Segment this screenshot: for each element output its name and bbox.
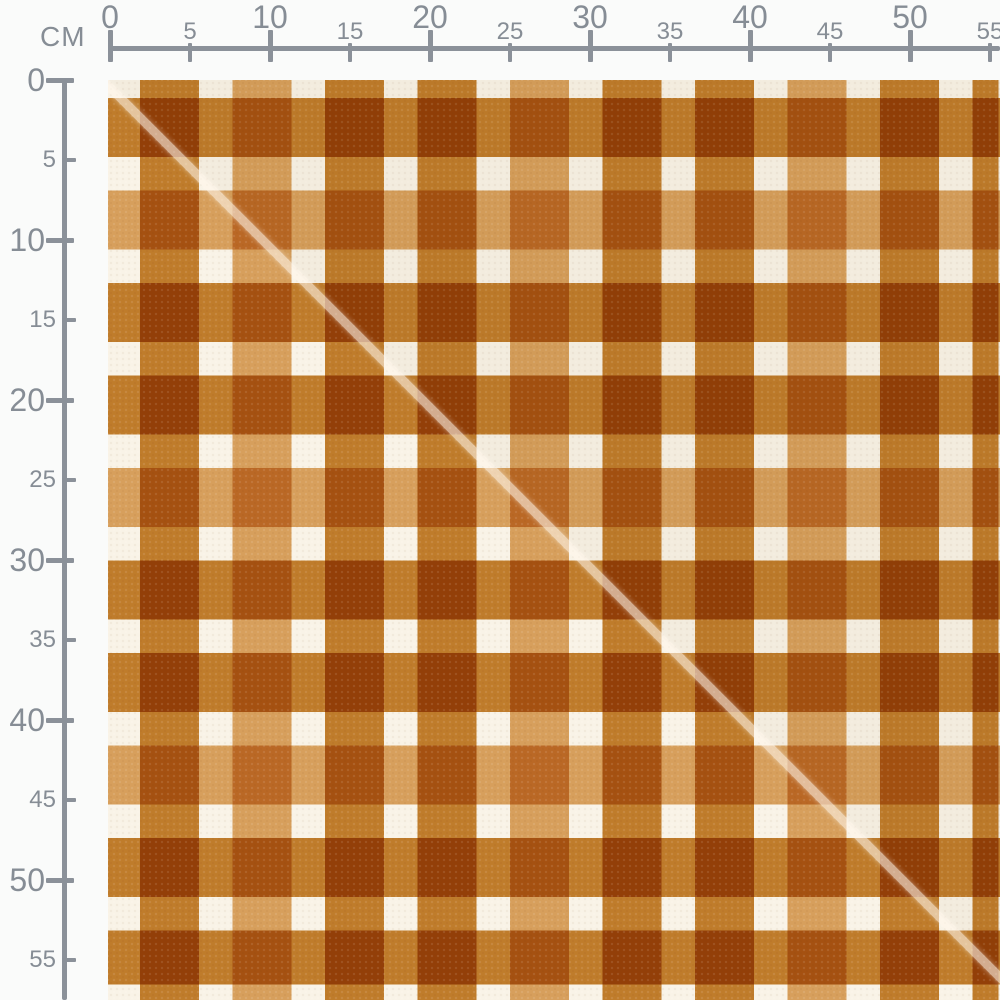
top-ruler-label-25: 25 (496, 18, 524, 45)
top-ruler-tick-30 (588, 30, 593, 62)
left-ruler-label-55: 55 (29, 946, 56, 973)
ruler-unit-label: CM (40, 21, 86, 52)
top-ruler-tick-55 (988, 43, 992, 62)
top-ruler-tick-0 (108, 30, 113, 62)
top-ruler-tick-20 (428, 30, 433, 62)
top-ruler-tick-5 (188, 43, 192, 62)
left-ruler-label-5: 5 (42, 146, 56, 173)
left-ruler-tick-5 (62, 158, 76, 162)
left-ruler-label-0: 0 (27, 62, 45, 98)
left-ruler-tick-50 (46, 878, 74, 883)
left-ruler-tick-40 (46, 718, 74, 723)
top-ruler-tick-50 (908, 30, 913, 62)
fabric-swatch (108, 80, 1000, 1000)
left-ruler-tick-25 (62, 478, 76, 482)
left-ruler-tick-15 (62, 318, 76, 322)
left-ruler-line (62, 78, 67, 1000)
left-ruler-tick-20 (46, 398, 74, 403)
left-ruler-label-10: 10 (9, 222, 45, 258)
top-ruler-label-0: 0 (101, 0, 119, 35)
top-ruler-label-20: 20 (412, 0, 448, 35)
top-ruler-tick-45 (828, 43, 832, 62)
top-ruler-tick-15 (348, 43, 352, 62)
top-ruler-label-55: 55 (976, 18, 1000, 45)
left-ruler-tick-10 (46, 238, 74, 243)
left-ruler-label-30: 30 (9, 542, 45, 578)
top-ruler-tick-10 (268, 30, 273, 62)
left-ruler-tick-55 (62, 958, 76, 962)
left-ruler-tick-45 (62, 798, 76, 802)
top-ruler-label-40: 40 (732, 0, 768, 35)
top-ruler-label-45: 45 (816, 18, 844, 45)
left-ruler-label-45: 45 (29, 786, 56, 813)
top-ruler-label-30: 30 (572, 0, 608, 35)
top-ruler-tick-40 (748, 30, 753, 62)
left-ruler-tick-35 (62, 638, 76, 642)
left-ruler-label-20: 20 (9, 382, 45, 418)
left-ruler-tick-30 (46, 558, 74, 563)
left-ruler-label-40: 40 (9, 702, 45, 738)
top-ruler-tick-25 (508, 43, 512, 62)
left-ruler-label-50: 50 (9, 862, 45, 898)
top-ruler-label-50: 50 (892, 0, 928, 35)
top-ruler-line (110, 46, 1000, 51)
left-ruler-tick-0 (46, 78, 74, 83)
top-ruler-label-35: 35 (656, 18, 684, 45)
top-ruler-label-10: 10 (252, 0, 288, 35)
top-ruler-label-15: 15 (336, 18, 364, 45)
top-ruler-tick-35 (668, 43, 672, 62)
left-ruler-label-35: 35 (29, 626, 56, 653)
left-ruler-label-25: 25 (29, 466, 56, 493)
left-ruler-label-15: 15 (29, 306, 56, 333)
top-ruler-label-5: 5 (183, 18, 197, 45)
